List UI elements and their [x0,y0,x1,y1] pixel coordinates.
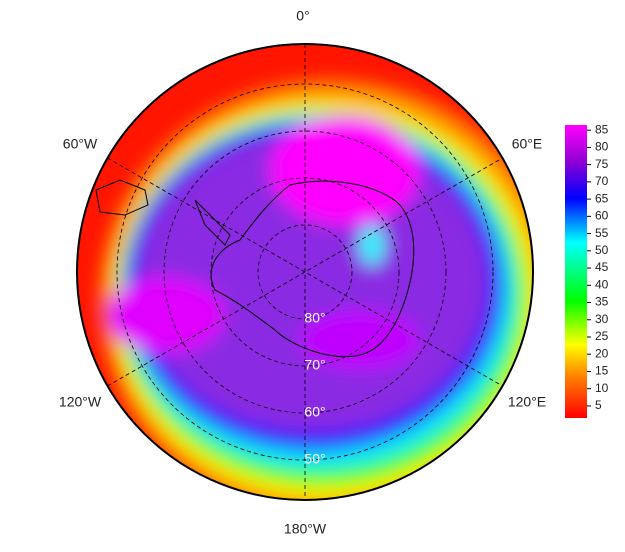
colorbar-tick-label: 60 [595,209,609,223]
map-border [76,43,534,501]
colorbar-ramp [565,125,587,418]
meridian [107,157,503,387]
graticule [107,44,503,500]
longitude-label: 0° [296,8,309,24]
field [77,44,533,500]
colorbar-tick-label: 10 [595,381,609,395]
colorbar-tick-label: 80 [595,140,609,154]
colorbar-tick-label: 85 [595,122,609,136]
longitude-label: 60°W [63,136,98,152]
latitude-label: 70° [304,357,325,373]
colorbar-tick-label: 75 [595,157,609,171]
latitude-label: 50° [304,451,325,467]
longitude-label: 180°W [284,521,327,537]
colorbar-tick-label: 25 [595,329,609,343]
latitude-label: 80° [304,310,325,326]
colorbar-tick-label: 70 [595,174,609,188]
labels: 0° 60°E 120°E 180°W 120°W 60°W 80° 70° 60° 50° [59,8,546,537]
colorbar-tick-label: 45 [595,260,609,274]
longitude-label: 60°E [512,136,543,152]
colorbar-tick-label: 5 [595,398,602,412]
colorbar-tick-label: 35 [595,295,609,309]
longitude-label: 120°E [508,394,546,410]
colorbar-tick-label: 40 [595,277,609,291]
latitude-label: 60° [304,404,325,420]
colorbar-tick-label: 15 [595,364,609,378]
colorbar-tick-label: 30 [595,312,609,326]
latitude-circle [163,130,447,414]
colorbar-tick-label: 55 [595,226,609,240]
longitude-label: 120°W [59,394,102,410]
colorbar-tick-label: 65 [595,191,609,205]
colorbar-tick-label: 20 [595,346,609,360]
colorbar: 5 10 15 20 25 30 35 40 45 50 55 60 65 70 75 80 85 [565,122,609,418]
colorbar-tick-label: 50 [595,243,609,257]
